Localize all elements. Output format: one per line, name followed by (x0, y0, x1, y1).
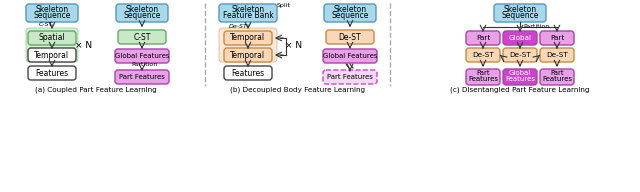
FancyBboxPatch shape (466, 48, 500, 62)
Text: Skeleton: Skeleton (504, 6, 536, 15)
Text: (b) Decoupled Body Feature Learning: (b) Decoupled Body Feature Learning (230, 87, 365, 93)
FancyBboxPatch shape (224, 31, 272, 45)
FancyBboxPatch shape (540, 48, 574, 62)
FancyBboxPatch shape (28, 66, 76, 80)
Text: Temporal: Temporal (230, 50, 266, 60)
FancyBboxPatch shape (503, 69, 537, 85)
FancyBboxPatch shape (28, 48, 76, 62)
Text: De-ST: De-ST (546, 52, 568, 58)
FancyBboxPatch shape (494, 4, 546, 22)
Text: C-ST: C-ST (133, 32, 150, 41)
FancyBboxPatch shape (324, 4, 376, 22)
Text: Features: Features (35, 69, 68, 78)
FancyBboxPatch shape (466, 69, 500, 85)
FancyBboxPatch shape (28, 31, 76, 45)
FancyBboxPatch shape (26, 28, 78, 62)
Text: Split: Split (277, 2, 291, 7)
FancyBboxPatch shape (115, 49, 169, 63)
Text: Skeleton: Skeleton (232, 6, 264, 15)
Text: Skeleton: Skeleton (333, 6, 367, 15)
FancyBboxPatch shape (326, 30, 374, 44)
Text: Part: Part (550, 70, 564, 76)
FancyBboxPatch shape (26, 4, 78, 22)
FancyBboxPatch shape (466, 31, 500, 45)
FancyBboxPatch shape (503, 48, 537, 62)
Text: Part: Part (550, 35, 564, 41)
FancyBboxPatch shape (219, 28, 277, 62)
Text: De-ST: De-ST (339, 32, 362, 41)
Text: Sequence: Sequence (332, 12, 369, 21)
Text: × N: × N (285, 41, 303, 50)
FancyBboxPatch shape (224, 48, 272, 62)
Text: Spatial: Spatial (38, 33, 65, 42)
FancyBboxPatch shape (116, 4, 168, 22)
Text: Temporal: Temporal (35, 50, 70, 60)
Text: De-ST: De-ST (472, 52, 494, 58)
Text: × N: × N (76, 41, 93, 50)
Text: Global Features: Global Features (115, 53, 169, 59)
FancyBboxPatch shape (540, 69, 574, 85)
Text: (a) Coupled Part Feature Learning: (a) Coupled Part Feature Learning (35, 87, 157, 93)
Text: Part Features: Part Features (327, 74, 373, 80)
FancyBboxPatch shape (323, 70, 377, 84)
Text: Sequence: Sequence (501, 12, 539, 21)
Text: Sequence: Sequence (124, 12, 161, 21)
FancyBboxPatch shape (503, 31, 537, 45)
FancyBboxPatch shape (323, 49, 377, 63)
FancyBboxPatch shape (219, 4, 277, 22)
Text: Skeleton: Skeleton (35, 6, 68, 15)
Text: Global: Global (509, 35, 531, 41)
FancyBboxPatch shape (118, 30, 166, 44)
Text: Feature Bank: Feature Bank (223, 12, 273, 21)
Text: Features: Features (505, 76, 535, 82)
Text: Global Features: Global Features (323, 53, 377, 59)
Text: Features: Features (542, 76, 572, 82)
FancyBboxPatch shape (224, 66, 272, 80)
Text: (c) Disentangled Part Feature Learning: (c) Disentangled Part Feature Learning (451, 87, 589, 93)
FancyBboxPatch shape (540, 31, 574, 45)
Text: Part: Part (476, 35, 490, 41)
Text: Global: Global (509, 70, 531, 76)
Text: C-ST: C-ST (39, 22, 53, 27)
Text: Skeleton: Skeleton (125, 6, 159, 15)
Text: Partition: Partition (131, 61, 157, 66)
Text: Part: Part (476, 70, 490, 76)
Text: Features: Features (232, 69, 264, 78)
Text: Partition: Partition (524, 25, 550, 30)
Text: De-ST: De-ST (228, 23, 248, 28)
Text: De-ST: De-ST (509, 52, 531, 58)
FancyBboxPatch shape (115, 70, 169, 84)
Text: Temporal: Temporal (230, 33, 266, 42)
Text: Sequence: Sequence (33, 12, 70, 21)
Text: Features: Features (468, 76, 498, 82)
Text: Part Features: Part Features (119, 74, 165, 80)
